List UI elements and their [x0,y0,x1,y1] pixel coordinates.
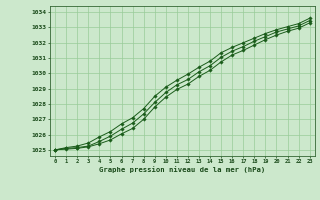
X-axis label: Graphe pression niveau de la mer (hPa): Graphe pression niveau de la mer (hPa) [99,167,266,173]
